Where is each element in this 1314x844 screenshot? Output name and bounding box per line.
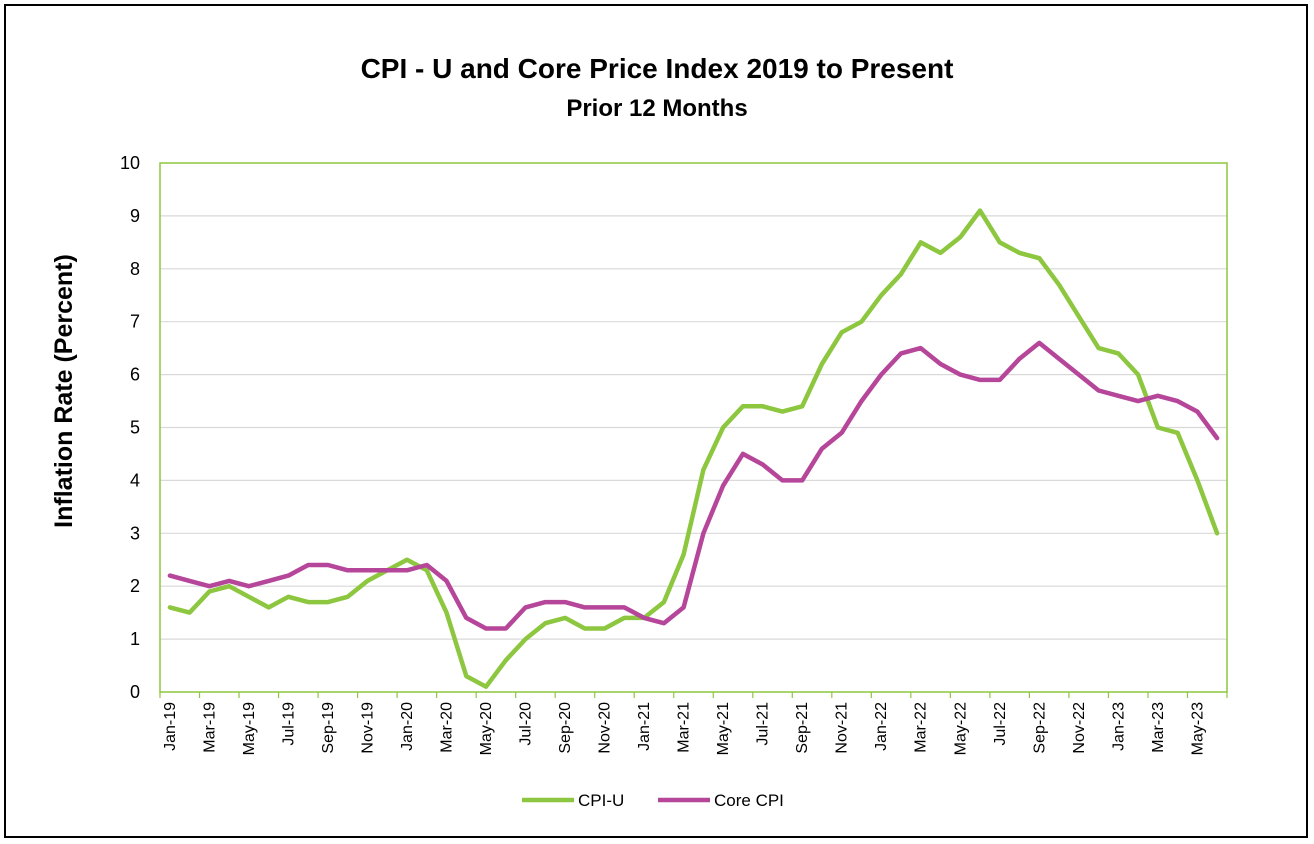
x-tick-label: Jan-20 — [399, 702, 416, 751]
x-tick-label: Jan-19 — [162, 702, 179, 751]
x-tick-label: Jul-21 — [755, 702, 772, 746]
x-tick-label: Jan-22 — [873, 702, 890, 751]
x-tick-label: Mar-20 — [439, 702, 456, 753]
y-tick-label: 3 — [130, 523, 140, 543]
x-tick-label: Nov-20 — [597, 702, 614, 754]
x-tick-label: Jul-19 — [280, 702, 297, 746]
y-tick-label: 1 — [130, 629, 140, 649]
x-tick-label: Nov-19 — [359, 702, 376, 754]
chart-title: CPI - U and Core Price Index 2019 to Pre… — [361, 53, 954, 84]
x-tick-label: May-22 — [952, 702, 969, 755]
x-tick-label: Mar-19 — [201, 702, 218, 753]
y-tick-label: 4 — [130, 470, 140, 490]
x-tick-label: Nov-21 — [834, 702, 851, 754]
x-tick-label: Jan-21 — [636, 702, 653, 751]
x-tick-label: Sep-21 — [794, 702, 811, 754]
x-tick-label: May-21 — [715, 702, 732, 755]
x-tick-label: May-23 — [1189, 702, 1206, 755]
series-line-core-cpi — [167, 340, 1220, 631]
y-tick-label: 7 — [130, 312, 140, 332]
y-tick-labels: 0 1 2 3 4 5 6 7 8 9 10 — [120, 153, 140, 702]
legend-label: Core CPI — [714, 791, 784, 810]
chart-subtitle: Prior 12 Months — [566, 95, 747, 122]
chart-frame — [4, 4, 1308, 838]
legend-label: CPI-U — [578, 791, 624, 810]
x-tick-label: Mar-22 — [913, 702, 930, 753]
y-tick-label: 6 — [130, 365, 140, 385]
x-tick-label: Mar-21 — [676, 702, 693, 753]
x-tick-label: May-20 — [478, 702, 495, 755]
series-lines — [167, 208, 1220, 689]
x-tick-label: Sep-22 — [1031, 702, 1048, 754]
y-tick-label: 10 — [120, 153, 140, 173]
y-tick-label: 9 — [130, 206, 140, 226]
plot-area-border — [159, 162, 1228, 693]
y-axis-label: Inflation Rate (Percent) — [50, 254, 78, 528]
x-tick-label: Mar-23 — [1150, 702, 1167, 753]
x-tick-labels: Jan-19 Mar-19 May-19 Jul-19 Sep-19 Nov-19 Jan-… — [159, 692, 1228, 755]
x-tick-label: Jan-23 — [1110, 702, 1127, 751]
x-tick-label: Jul-20 — [518, 702, 535, 746]
legend: CPI-U Core CPI — [522, 791, 784, 810]
y-tick-label: 8 — [130, 259, 140, 279]
x-tick-label: Jul-22 — [992, 702, 1009, 746]
y-tick-label: 2 — [130, 576, 140, 596]
x-tick-label: May-19 — [241, 702, 258, 755]
x-tick-label: Sep-19 — [320, 702, 337, 754]
gridlines — [160, 215, 1227, 640]
series-line-cpi-u — [167, 208, 1220, 689]
x-tick-label: Nov-22 — [1071, 702, 1088, 754]
y-tick-label: 0 — [130, 682, 140, 702]
y-tick-label: 5 — [130, 418, 140, 438]
x-tick-label: Sep-20 — [557, 702, 574, 754]
